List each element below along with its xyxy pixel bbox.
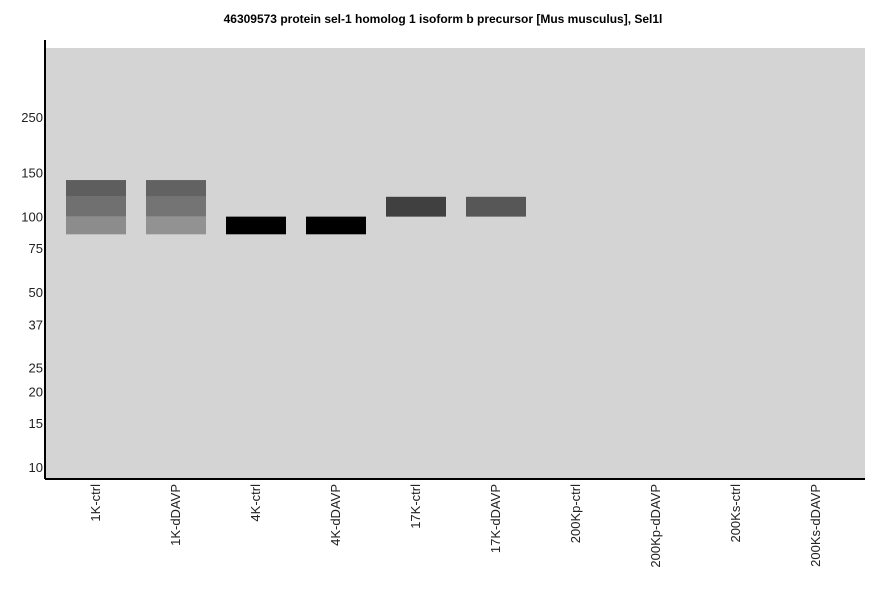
y-tick-label: 250: [21, 110, 43, 125]
band-1K-ctrl: [66, 180, 126, 197]
band-1K-dDAVP: [146, 196, 206, 217]
bands-layer: [66, 180, 526, 235]
y-tick-label: 37: [29, 318, 43, 333]
band-4K-ctrl: [226, 216, 286, 235]
band-17K-ctrl: [386, 196, 446, 217]
lane-label: 200Ks-dDAVP: [808, 484, 823, 567]
lane-label: 1K-ctrl: [88, 484, 103, 522]
lane-label: 200Kp-ctrl: [568, 484, 583, 543]
y-ticks: 250 150 100 75 50 37 25 20 15 10: [21, 110, 43, 475]
lane-label: 17K-dDAVP: [488, 484, 503, 553]
lane-label: 200Kp-dDAVP: [648, 484, 663, 568]
band-4K-dDAVP: [306, 216, 366, 235]
y-tick-label: 100: [21, 210, 43, 225]
y-tick-label: 15: [29, 416, 43, 431]
y-tick-label: 25: [29, 360, 43, 375]
y-tick-label: 50: [29, 285, 43, 300]
lane-labels: 1K-ctrl 1K-dDAVP 4K-ctrl 4K-dDAVP 17K-ctrl 17…: [88, 484, 823, 568]
y-tick-label: 75: [29, 241, 43, 256]
lane-label: 4K-dDAVP: [328, 484, 343, 546]
y-tick-label: 10: [29, 460, 43, 475]
chart-title: 46309573 protein sel-1 homolog 1 isoform…: [223, 12, 663, 26]
plot-background: [45, 48, 865, 479]
band-1K-dDAVP: [146, 180, 206, 197]
band-17K-dDAVP: [466, 196, 526, 217]
lane-label: 200Ks-ctrl: [728, 484, 743, 543]
y-tick-label: 150: [21, 166, 43, 181]
lane-label: 17K-ctrl: [408, 484, 423, 529]
band-1K-ctrl: [66, 196, 126, 217]
band-1K-dDAVP: [146, 216, 206, 235]
lane-label: 4K-ctrl: [248, 484, 263, 522]
band-1K-ctrl: [66, 216, 126, 235]
y-tick-label: 20: [29, 385, 43, 400]
lane-label: 1K-dDAVP: [168, 484, 183, 546]
